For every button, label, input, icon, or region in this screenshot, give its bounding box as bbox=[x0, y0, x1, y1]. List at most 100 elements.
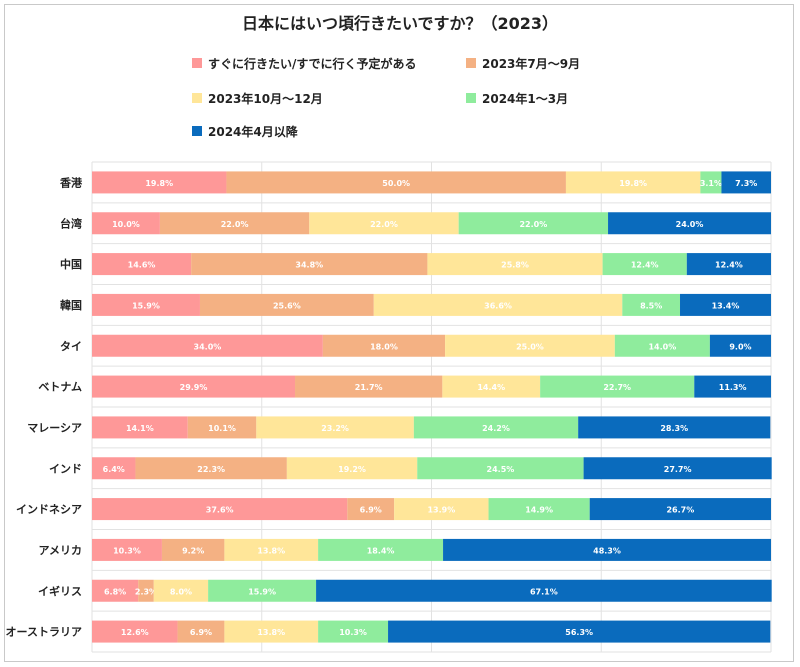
bar-segment bbox=[318, 538, 444, 561]
bar-segment bbox=[347, 498, 395, 521]
bar-segment bbox=[92, 171, 227, 194]
bar-segment bbox=[458, 212, 609, 235]
bar-segment bbox=[589, 498, 771, 521]
bar-segment bbox=[92, 579, 139, 602]
data-label: 3.1% bbox=[700, 179, 722, 188]
bar-segment bbox=[318, 620, 389, 643]
legend-item-series-5: 2024年4月以降 bbox=[192, 122, 298, 140]
bar-segment bbox=[177, 620, 225, 643]
data-label: 25.8% bbox=[501, 261, 529, 270]
chart-title: 日本にはいつ頃行きたいですか？（2023） bbox=[241, 14, 559, 33]
bar-segment bbox=[92, 498, 348, 521]
data-label: 67.1% bbox=[530, 587, 558, 596]
bar-segment bbox=[322, 334, 446, 357]
bar-segment bbox=[694, 375, 771, 398]
data-label: 24.0% bbox=[676, 220, 704, 229]
bar-segment bbox=[159, 212, 310, 235]
bar-segment bbox=[442, 375, 541, 398]
data-label: 22.0% bbox=[370, 220, 398, 229]
category-label: 中国 bbox=[60, 257, 82, 271]
bar-segment bbox=[578, 416, 771, 439]
bar-segment bbox=[614, 334, 710, 357]
bar-segment bbox=[417, 457, 584, 480]
data-label: 10.1% bbox=[208, 424, 236, 433]
bar-segment bbox=[680, 293, 771, 316]
bar-segment bbox=[191, 253, 428, 276]
bar-segment bbox=[488, 498, 590, 521]
category-label: アメリカ bbox=[39, 544, 82, 557]
data-label: 9.2% bbox=[182, 546, 204, 555]
data-label: 7.3% bbox=[735, 179, 757, 188]
data-label: 22.0% bbox=[519, 220, 547, 229]
category-label: オーストラリア bbox=[6, 626, 82, 639]
bar-segment bbox=[92, 212, 160, 235]
bar-segment bbox=[540, 375, 695, 398]
category-label: 韓国 bbox=[60, 298, 82, 312]
data-label: 13.8% bbox=[257, 628, 285, 637]
data-label: 14.0% bbox=[648, 342, 676, 351]
category-label: タイ bbox=[60, 340, 82, 353]
bar-segment bbox=[309, 212, 459, 235]
data-label: 14.4% bbox=[477, 383, 505, 392]
bar-segment bbox=[208, 579, 317, 602]
data-label: 9.0% bbox=[729, 342, 751, 351]
data-label: 8.5% bbox=[640, 301, 662, 310]
legend-label-series-2: 2023年7月～9月 bbox=[482, 56, 581, 71]
data-label: 22.0% bbox=[221, 220, 249, 229]
data-label: 10.3% bbox=[113, 546, 141, 555]
data-label: 13.8% bbox=[257, 546, 285, 555]
legend-label-series-5: 2024年4月以降 bbox=[208, 124, 298, 139]
legend-swatch-series-2 bbox=[466, 58, 476, 68]
data-label: 15.9% bbox=[132, 301, 160, 310]
data-label: 6.9% bbox=[360, 506, 382, 515]
data-label: 6.9% bbox=[190, 628, 212, 637]
bar-segment bbox=[445, 334, 615, 357]
bar-segment bbox=[388, 620, 771, 643]
bar-segment bbox=[709, 334, 771, 357]
bar-segment bbox=[92, 457, 136, 480]
bar-segment bbox=[92, 334, 323, 357]
bar-segment bbox=[295, 375, 443, 398]
bar-segment bbox=[92, 416, 188, 439]
data-label: 14.1% bbox=[126, 424, 154, 433]
bar-segment bbox=[413, 416, 579, 439]
legend-item-series-2: 2023年7月～9月 bbox=[466, 54, 580, 72]
bar-segment bbox=[135, 457, 287, 480]
data-label: 56.3% bbox=[565, 628, 593, 637]
bar-segment bbox=[92, 253, 192, 276]
data-label: 36.6% bbox=[484, 301, 512, 310]
legend-item-series-1: すぐに行きたい/すでに行く予定がある bbox=[192, 54, 417, 72]
legend-item-series-4: 2024年1～3月 bbox=[466, 89, 568, 107]
bar-segment bbox=[226, 171, 566, 194]
legend-swatch-series-1 bbox=[192, 58, 202, 68]
data-label: 13.9% bbox=[427, 506, 455, 515]
bar-segment bbox=[286, 457, 418, 480]
data-label: 21.7% bbox=[355, 383, 383, 392]
bar-segment bbox=[256, 416, 414, 439]
bar-segment bbox=[187, 416, 257, 439]
data-label: 34.8% bbox=[295, 261, 323, 270]
data-label: 19.2% bbox=[338, 465, 366, 474]
bar-segment bbox=[92, 375, 296, 398]
data-label: 14.6% bbox=[128, 261, 156, 270]
bar-segment bbox=[138, 579, 154, 602]
data-label: 26.7% bbox=[666, 506, 694, 515]
data-label: 50.0% bbox=[382, 179, 410, 188]
bar-segment bbox=[622, 293, 681, 316]
category-label: ベトナム bbox=[38, 381, 82, 394]
data-label: 22.7% bbox=[603, 383, 631, 392]
data-label: 6.8% bbox=[104, 587, 126, 596]
data-label: 19.8% bbox=[619, 179, 647, 188]
data-label: 18.4% bbox=[367, 546, 395, 555]
data-label: 12.4% bbox=[715, 261, 743, 270]
data-label: 25.6% bbox=[273, 301, 301, 310]
legend-swatch-series-5 bbox=[192, 126, 202, 136]
data-label: 12.4% bbox=[631, 261, 659, 270]
data-label: 6.4% bbox=[103, 465, 125, 474]
category-label: マレーシア bbox=[27, 421, 82, 434]
category-label: イギリス bbox=[38, 584, 82, 598]
bar-segment bbox=[443, 538, 771, 561]
data-label: 2.3% bbox=[135, 587, 157, 596]
data-label: 14.9% bbox=[525, 506, 553, 515]
